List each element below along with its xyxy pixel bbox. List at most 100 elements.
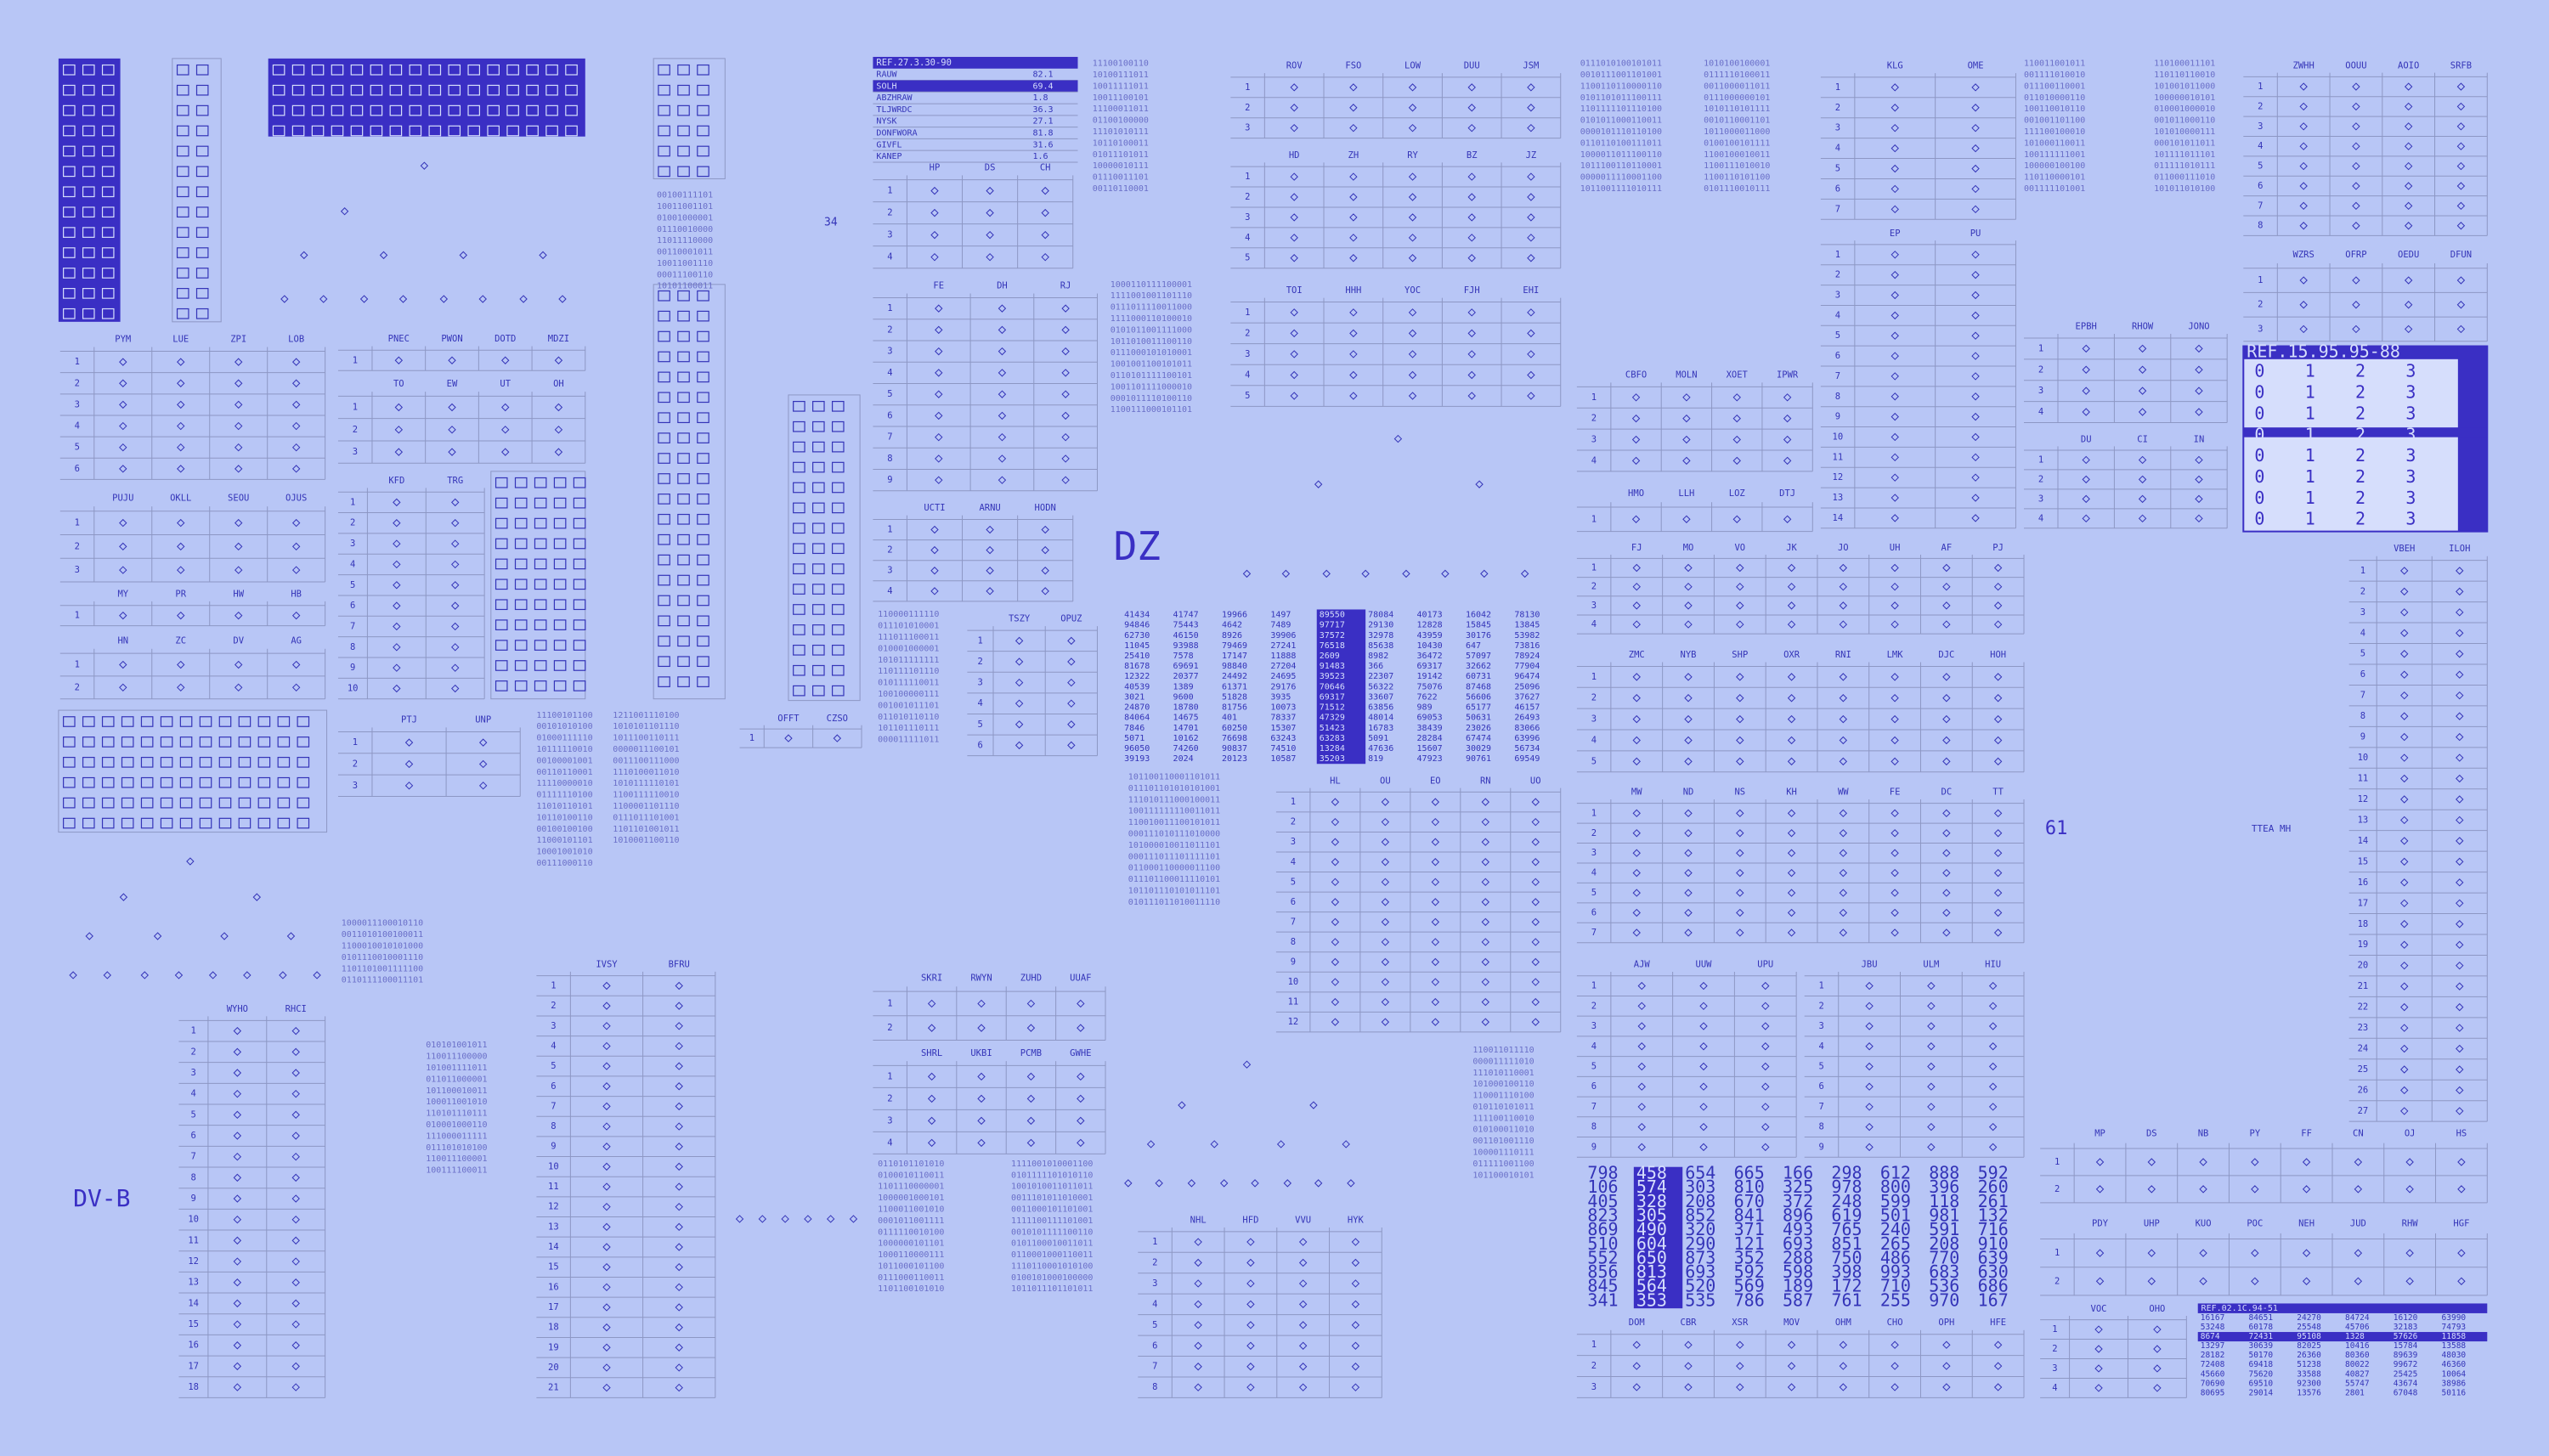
glyph [199, 736, 212, 748]
column-header: KFD [388, 476, 404, 486]
grid-cell: 24492 [1222, 672, 1247, 681]
ref-digit: 2 [2355, 488, 2365, 508]
diamond [2456, 795, 2464, 804]
diamond [2456, 712, 2464, 720]
glyph [176, 288, 189, 299]
column-header: RWYN [970, 973, 992, 983]
row-number: 5 [887, 389, 892, 399]
diamond [1381, 997, 1390, 1007]
diamond [1246, 1300, 1255, 1309]
row-number: 4 [1591, 1041, 1597, 1052]
glyph [179, 817, 193, 829]
diamond [393, 519, 401, 528]
grid-cell: 90761 [1466, 754, 1491, 764]
glyph [514, 599, 528, 611]
bit-line: 011010000110 [2024, 93, 2085, 103]
glyph [140, 716, 154, 727]
row-number: 6 [978, 740, 983, 750]
diamond [2456, 982, 2464, 990]
ref-value: 1.8 [1032, 93, 1048, 103]
row-number: 19 [548, 1342, 559, 1352]
diamond [1246, 1279, 1255, 1288]
diamond [1155, 1179, 1163, 1188]
grid-cell: 57097 [1466, 652, 1491, 661]
column-header: MP [2094, 1129, 2105, 1139]
diamond [2456, 732, 2464, 742]
column-header: DJC [1938, 650, 1954, 660]
row-number: 7 [1291, 917, 1296, 927]
row-number: 4 [1835, 310, 1840, 320]
diamond [2082, 475, 2090, 484]
diamond [998, 390, 1007, 398]
grid-cell: 51238 [2297, 1360, 2321, 1369]
column-header: NYB [1681, 650, 1697, 660]
bit-line: 0100101000100000 [1011, 1273, 1093, 1283]
ref-digit: 2 [2355, 424, 2365, 444]
row-number: 1 [1245, 308, 1250, 318]
glyph [370, 104, 383, 116]
diamond [1891, 205, 1899, 214]
diamond [2400, 732, 2409, 742]
diamond [1971, 123, 1980, 133]
column-header: UCTI [924, 503, 945, 513]
row-number: 3 [978, 678, 983, 688]
diamond [119, 379, 127, 387]
row-number: 3 [1245, 123, 1250, 133]
row-number: 3 [191, 1068, 196, 1078]
diamond [177, 611, 185, 620]
ref-digit: 0 [2254, 488, 2264, 508]
diamond [1041, 186, 1049, 195]
row-number: 2 [1591, 582, 1597, 592]
bit-line: 111100100010 [2024, 127, 2085, 137]
bit-line: 1010110101111 [1704, 104, 1770, 114]
diamond [1927, 1042, 1936, 1051]
diamond [1393, 434, 1403, 443]
glyph [487, 104, 500, 116]
row-number: 1 [75, 518, 80, 528]
diamond [2456, 878, 2464, 887]
grid-cell: 4642 [1222, 621, 1242, 630]
diamond [935, 476, 943, 484]
ref-digit: 3 [2405, 445, 2416, 466]
bit-line: 00011100110 [657, 270, 713, 279]
grid-cell: 11858 [2442, 1332, 2467, 1341]
glyph [63, 145, 76, 157]
grid-cell: 50170 [2248, 1351, 2273, 1360]
glyph [677, 533, 690, 545]
diamond [986, 545, 994, 555]
grid-cell: 85638 [1368, 641, 1393, 651]
diamond [119, 518, 127, 528]
grid-cell: 22307 [1368, 672, 1393, 681]
glyph [160, 776, 173, 788]
diamond [1942, 849, 1951, 857]
diamond [2352, 82, 2360, 91]
diamond [1632, 889, 1641, 897]
grid-cell: 63996 [1514, 734, 1540, 743]
column-header: OH [553, 379, 564, 389]
grid-cell: 32662 [1466, 662, 1491, 671]
glyph [658, 166, 670, 178]
diamond [1481, 978, 1489, 986]
glyph [658, 574, 670, 586]
diamond [1467, 123, 1476, 133]
diamond [1349, 104, 1358, 112]
grid-cell: 1389 [1173, 682, 1194, 691]
grid-cell: 74260 [1173, 744, 1199, 753]
column-header: DV [233, 635, 244, 646]
grid-cell: 510 [1587, 1233, 1618, 1254]
diamond [291, 1026, 300, 1036]
diamond [233, 1236, 242, 1245]
glyph [195, 206, 209, 218]
bit-line: 0001011110100110 [1111, 394, 1192, 404]
glyph [506, 125, 519, 137]
glyph [448, 84, 461, 96]
grid-cell: 458 [1636, 1163, 1667, 1183]
grid-cell: 654 [1685, 1163, 1715, 1183]
grid-cell: 69317 [1417, 662, 1443, 671]
row-number: 14 [188, 1298, 199, 1308]
grid-cell: 67474 [1466, 734, 1491, 743]
diamond [233, 1194, 242, 1203]
glyph [831, 420, 845, 432]
diamond [2354, 1249, 2363, 1257]
glyph [658, 615, 670, 627]
